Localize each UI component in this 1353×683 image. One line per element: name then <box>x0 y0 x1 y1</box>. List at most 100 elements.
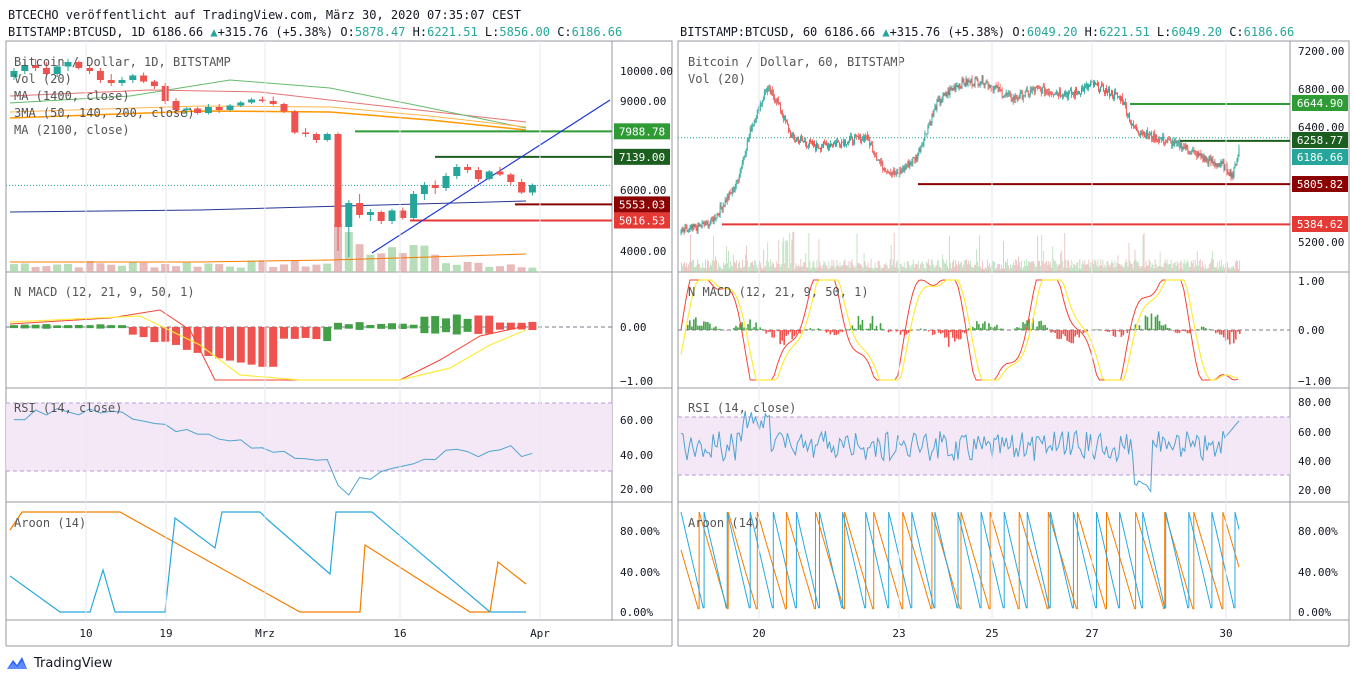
volume-bar <box>857 263 859 272</box>
volume-bar <box>931 260 933 272</box>
candle-body <box>1063 92 1065 97</box>
candle-body <box>976 77 978 80</box>
candle-body <box>1036 86 1038 88</box>
volume-bar <box>989 263 990 272</box>
volume-bar <box>899 263 901 272</box>
volume-bar <box>814 267 816 272</box>
candle-body <box>928 125 930 128</box>
candle-body <box>1099 91 1100 93</box>
candle-body <box>910 162 912 164</box>
candle-body <box>809 140 810 145</box>
macd-histogram-bar <box>765 330 767 334</box>
macd-histogram-bar <box>964 330 966 334</box>
macd-histogram-bar <box>889 330 892 332</box>
volume-bar <box>805 253 807 272</box>
candle-body <box>775 100 777 102</box>
candle-body <box>1148 135 1150 137</box>
candle-body <box>731 187 733 194</box>
candle-body <box>980 81 982 83</box>
volume-bar <box>920 263 922 272</box>
volume-bar <box>764 267 766 272</box>
macd-histogram-bar <box>1220 330 1223 335</box>
volume-bar <box>939 267 941 272</box>
candle-body <box>874 152 876 156</box>
macd-histogram-bar <box>693 319 695 330</box>
candle-body <box>978 84 980 86</box>
volume-bar <box>977 261 978 272</box>
volume-bar <box>955 264 957 272</box>
macd-histogram-bar <box>1178 330 1181 333</box>
candle-body <box>1186 145 1188 149</box>
volume-bar <box>1173 263 1175 272</box>
candle-body <box>886 171 888 173</box>
candle-body <box>926 133 928 135</box>
candle-body <box>931 114 933 124</box>
candle-body <box>932 114 934 116</box>
candle-body <box>1150 132 1152 135</box>
macd-histogram-bar <box>1076 330 1079 335</box>
macd-histogram-bar <box>118 325 126 329</box>
volume-bar <box>1195 265 1197 272</box>
rsi-axis-tick: 80.00 <box>1298 396 1331 409</box>
candle-body <box>1132 123 1134 126</box>
volume-bar <box>1197 266 1199 272</box>
volume-bar <box>1145 260 1147 272</box>
volume-bar <box>821 268 823 272</box>
level-tag <box>614 148 670 165</box>
candle-body <box>1134 127 1136 129</box>
volume-bar <box>1201 261 1203 272</box>
macd-histogram-bar <box>996 324 998 330</box>
candle-body <box>829 144 830 147</box>
candle-body <box>863 136 865 142</box>
candle-body <box>967 80 969 85</box>
candle-body <box>1018 97 1020 99</box>
volume-bar <box>1090 262 1092 272</box>
volume-bar <box>763 249 765 272</box>
volume-bar <box>874 262 876 272</box>
candle-body <box>831 143 832 146</box>
candle-body <box>943 94 945 96</box>
volume-bar <box>813 260 815 272</box>
candle-body <box>721 207 723 211</box>
candle-body <box>1137 130 1139 132</box>
macd-histogram-bar <box>1154 316 1157 330</box>
candle-body <box>1029 90 1031 94</box>
candle-body <box>312 134 320 140</box>
candle-body <box>1009 92 1011 95</box>
macd-histogram-bar <box>1052 330 1054 332</box>
candle-body <box>1198 152 1200 156</box>
volume-bar <box>1235 260 1237 272</box>
macd-histogram-bar <box>982 323 984 330</box>
volume-bar <box>1152 264 1154 272</box>
ma2100-line <box>9 200 527 213</box>
volume-bar <box>452 264 461 272</box>
right-symbol: BITSTAMP:BTCUSD, 60 <box>680 25 818 39</box>
volume-bar <box>970 260 971 272</box>
candle-body <box>474 170 482 179</box>
macd-histogram-bar <box>1116 330 1119 331</box>
aroon-axis-tick: 0.00% <box>1298 606 1331 619</box>
volume-bar <box>1216 262 1218 272</box>
tradingview-footer[interactable]: TradingView <box>6 655 113 671</box>
volume-bar <box>1180 260 1182 272</box>
candle-body <box>724 200 726 206</box>
volume-bar <box>1027 265 1029 272</box>
candle-body <box>1104 91 1105 94</box>
candle-body <box>825 142 826 144</box>
macd-histogram-bar <box>1044 324 1046 330</box>
candle-body <box>1174 140 1176 146</box>
candle-body <box>1123 101 1124 105</box>
volume-bar <box>976 249 977 272</box>
volume-bar <box>1095 260 1097 272</box>
volume-bar <box>786 239 788 272</box>
candle-body <box>838 141 839 143</box>
price-axis-tick: 5200.00 <box>1298 236 1344 249</box>
candle-body <box>820 148 821 150</box>
macd-histogram-bar <box>280 327 288 339</box>
volume-bar <box>1198 260 1200 272</box>
volume-bar <box>1171 267 1173 272</box>
volume-bar <box>716 259 717 272</box>
candle-body <box>431 185 439 188</box>
volume-bar <box>1144 267 1146 272</box>
